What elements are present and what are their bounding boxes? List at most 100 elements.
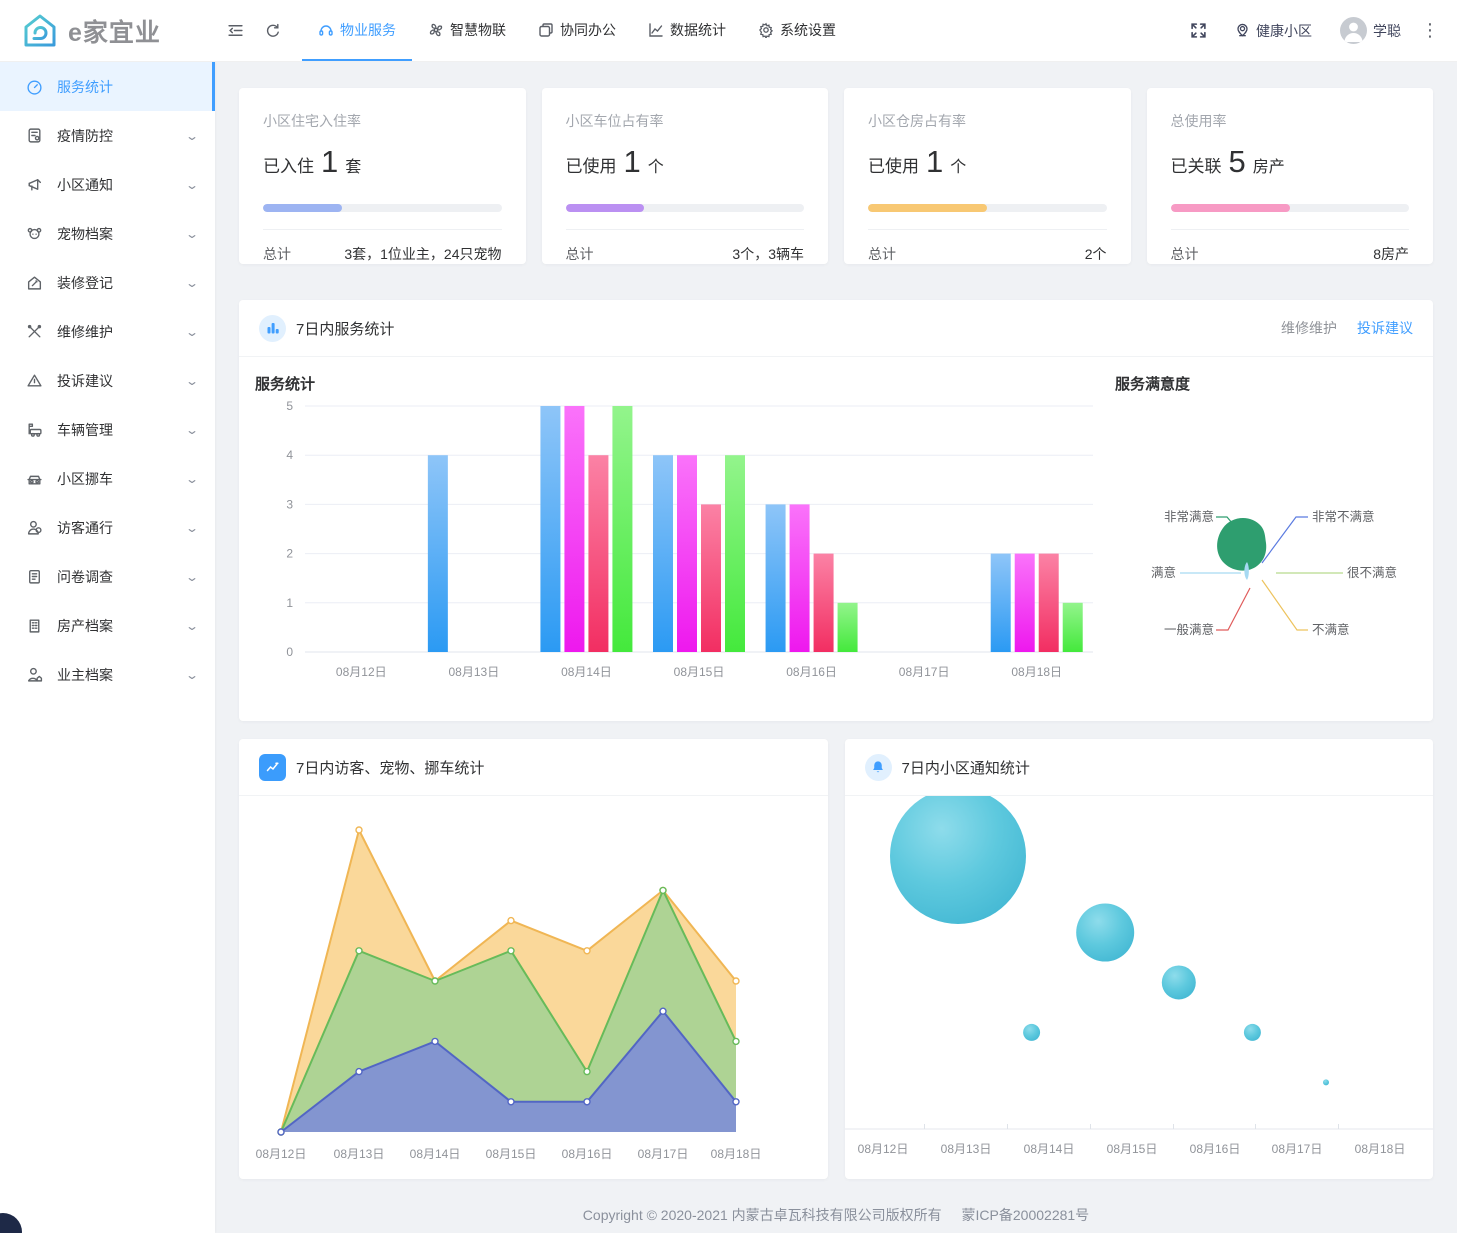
trend-checkbox-icon [259, 753, 286, 781]
sidebar-item-label: 服务统计 [57, 78, 113, 95]
nav-item-smart-iot[interactable]: 智慧物联 [412, 0, 522, 61]
sidebar-item-complaint-suggestion[interactable]: 投诉建议 ⌄ [0, 356, 215, 405]
svg-text:08月14日: 08月14日 [561, 665, 612, 679]
svg-text:08月12日: 08月12日 [256, 1147, 307, 1161]
tab-repair-maintenance[interactable]: 维修维护 [1281, 320, 1337, 336]
sidebar-item-label: 投诉建议 [57, 372, 113, 389]
sidebar-item-label: 宠物档案 [57, 225, 113, 242]
user-menu[interactable]: 学聪 [1328, 0, 1413, 61]
svg-text:08月18日: 08月18日 [1011, 665, 1062, 679]
chevron-down-icon: ⌄ [184, 373, 200, 388]
sidebar-item-questionnaire[interactable]: 问卷调查 ⌄ [0, 552, 215, 601]
svg-text:0: 0 [286, 645, 293, 659]
line-chart-icon [649, 22, 663, 37]
svg-text:08月15日: 08月15日 [674, 665, 725, 679]
chevron-down-icon: ⌄ [184, 422, 200, 437]
card-total-label: 总计 [868, 246, 896, 262]
svg-text:08月16日: 08月16日 [786, 665, 837, 679]
footer: Copyright © 2020-2021 内蒙古卓瓦科技有限公司版权所有 蒙I… [239, 1179, 1433, 1233]
svg-text:2: 2 [286, 547, 293, 561]
sidebar-item-owner-archive[interactable]: 业主档案 ⌄ [0, 650, 215, 699]
icp-text: 蒙ICP备20002281号 [961, 1207, 1090, 1223]
service-panel-body: 服务统计 0 1 2 3 4 5 08月12日 08月13日 08月14日 08月15日 08月16… [239, 357, 1433, 721]
sidebar-item-community-notice[interactable]: 小区通知 ⌄ [0, 160, 215, 209]
chevron-down-icon: ⌄ [184, 667, 200, 682]
visitor-panel-title: 7日内访客、宠物、挪车统计 [296, 759, 485, 777]
card-total-value: 3个，3辆车 [732, 246, 804, 262]
sidebar-item-label: 维修维护 [57, 323, 113, 340]
sidebar-item-repair-maintenance[interactable]: 维修维护 ⌄ [0, 307, 215, 356]
card-unit: 房产 [1252, 159, 1285, 176]
progress-bar [263, 204, 502, 212]
service-stats-icon [259, 314, 286, 342]
sidebar-item-label: 小区挪车 [57, 470, 113, 487]
service-panel-title: 7日内服务统计 [296, 320, 395, 338]
svg-text:08月18日: 08月18日 [1354, 1142, 1405, 1156]
svg-text:08月17日: 08月17日 [638, 1147, 689, 1161]
stat-card-total-usage: 总使用率 已关联 5 房产 总计 8房产 [1146, 88, 1433, 264]
card-value: 5 [1228, 144, 1246, 179]
svg-text:08月12日: 08月12日 [857, 1142, 908, 1156]
nav-item-data-statistics[interactable]: 数据统计 [632, 0, 742, 61]
sidebar-item-epidemic-control[interactable]: 疫情防控 ⌄ [0, 111, 215, 160]
nav-item-collaboration[interactable]: 协同办公 [522, 0, 632, 61]
corner-decoration [0, 1213, 22, 1233]
sidebar-item-vehicle-management[interactable]: 车辆管理 ⌄ [0, 405, 215, 454]
svg-text:08月13日: 08月13日 [334, 1147, 385, 1161]
svg-text:5: 5 [286, 399, 293, 413]
visitor-panel-header: 7日内访客、宠物、挪车统计 [239, 739, 828, 796]
more-menu-icon[interactable]: ⋮ [1421, 20, 1439, 40]
chevron-down-icon: ⌄ [184, 520, 200, 535]
visitor-area-chart: 08月12日 08月13日 08月14日 08月15日 08月16日 08月17日 08月1… [256, 826, 761, 1161]
nav-item-system-settings[interactable]: 系统设置 [742, 0, 852, 61]
sidebar-item-visitor-pass[interactable]: 访客通行 ⌄ [0, 503, 215, 552]
iot-icon [429, 23, 443, 36]
fullscreen-icon[interactable] [1178, 0, 1219, 61]
svg-text:3: 3 [286, 497, 293, 511]
copy-boxes-icon [539, 22, 553, 37]
sidebar-item-property-archive[interactable]: 房产档案 ⌄ [0, 601, 215, 650]
progress-bar [1170, 204, 1409, 212]
top-navbar: e家宜业 物业服务 智慧物联 协同办公 [0, 0, 1457, 62]
stat-card-residence-occupancy: 小区住宅入住率 已入住 1 套总计 3套，1位业主，24只宠物 [239, 88, 526, 264]
sidebar-item-service-stats[interactable]: 服务统计 [0, 62, 215, 111]
card-value: 1 [926, 144, 944, 179]
sidebar-item-pet-archive[interactable]: 宠物档案 ⌄ [0, 209, 215, 258]
progress-bar [868, 204, 1107, 212]
service-panel-tabs: 维修维护 投诉建议 [1281, 318, 1413, 338]
card-total-value: 2个 [1084, 246, 1107, 262]
epidemic-control-icon [28, 128, 41, 143]
tab-complaint-suggestion[interactable]: 投诉建议 [1357, 320, 1413, 336]
pie-chart-title: 服务满意度 [1115, 376, 1191, 393]
chevron-down-icon: ⌄ [184, 324, 200, 339]
card-total-label: 总计 [565, 246, 594, 262]
svg-text:很不满意: 很不满意 [1347, 565, 1397, 580]
service-bar-chart: 0 1 2 3 4 5 08月12日 08月13日 08月14日 08月15日 08月16日 08月1… [286, 399, 1093, 679]
sidebar-item-label: 装修登记 [57, 274, 113, 291]
card-total-value: 8房产 [1373, 246, 1409, 262]
community-notice-icon [28, 179, 42, 191]
svg-text:08月15日: 08月15日 [486, 1147, 537, 1161]
card-title: 小区车位占有率 [565, 113, 664, 129]
notice-bubble-chart: 08月12日 08月13日 08月14日 08月15日 08月16日 08月17日 08月1… [844, 787, 1433, 1156]
sidebar-item-label: 问卷调查 [57, 568, 113, 585]
svg-text:08月13日: 08月13日 [940, 1142, 991, 1156]
svg-text:08月15日: 08月15日 [1106, 1142, 1157, 1156]
sidebar-item-community-move-car[interactable]: 小区挪车 ⌄ [0, 454, 215, 503]
refresh-icon[interactable] [254, 0, 292, 61]
service-stats-panel: 7日内服务统计 维修维护 投诉建议 服务统计 0 1 2 3 4 5 08月12日 08月13… [239, 300, 1433, 721]
chevron-down-icon: ⌄ [184, 618, 200, 633]
card-title: 小区住宅入住率 [263, 113, 361, 129]
card-value: 1 [321, 144, 339, 179]
avatar [1340, 17, 1367, 44]
nav-item-property-service[interactable]: 物业服务 [302, 0, 412, 61]
stat-cards-row: 小区住宅入住率 已入住 1 套总计 3套，1位业主，24只宠物 小区车位占有率 已使用 1 个总… [239, 88, 1433, 264]
svg-text:08月16日: 08月16日 [562, 1147, 613, 1161]
svg-text:非常满意: 非常满意 [1164, 509, 1214, 524]
brand-name: e家宜业 [68, 18, 161, 47]
property-archive-icon [29, 619, 40, 633]
sidebar-item-renovation-registration[interactable]: 装修登记 ⌄ [0, 258, 215, 307]
chevron-down-icon: ⌄ [184, 569, 200, 584]
community-switcher[interactable]: 健康小区 [1223, 0, 1324, 61]
collapse-sidebar-icon[interactable] [216, 0, 254, 61]
